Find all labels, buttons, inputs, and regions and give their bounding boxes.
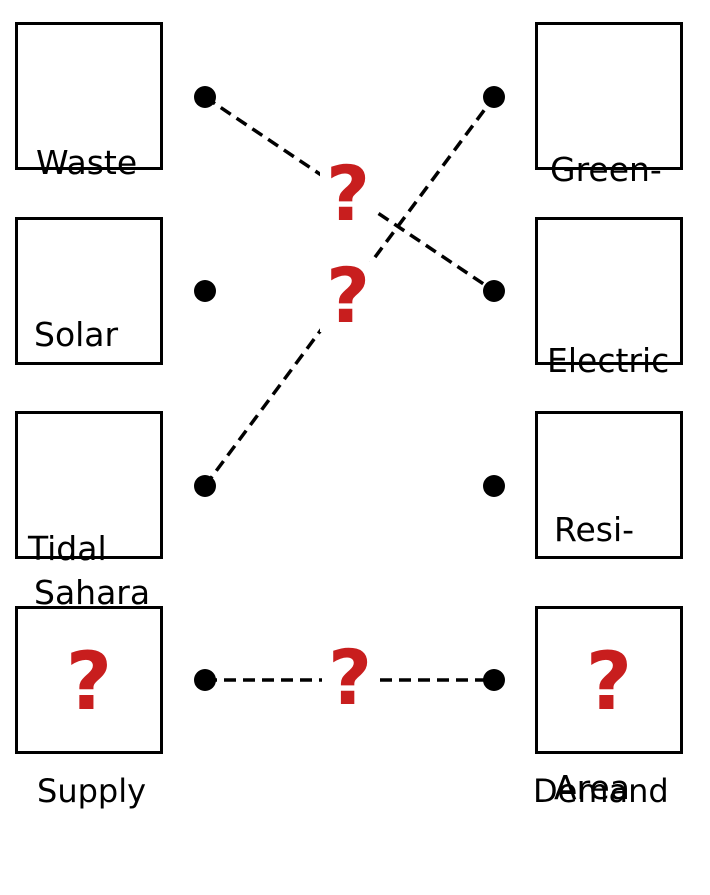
question-mark: ? bbox=[585, 635, 633, 728]
demand-box-greenhouses: Green- houses bbox=[535, 22, 683, 318]
supply-caption: Supply bbox=[37, 772, 147, 810]
demand-label-line: Electric bbox=[547, 341, 670, 380]
supply-box-tidal-energy: Tidal Energy bbox=[15, 411, 163, 697]
question-mark: ? bbox=[65, 635, 113, 728]
demand-dot bbox=[483, 475, 505, 497]
link-tidal-energy-to-greenhouses bbox=[203, 95, 496, 488]
supply-label-line: Tidal bbox=[28, 529, 107, 568]
demand-box-residential-area: Resi- dential Area bbox=[535, 411, 683, 807]
mark-gap bbox=[320, 160, 376, 226]
demand-box-electric-trains: Electric Trains bbox=[535, 217, 683, 509]
supply-box-unknown: ? bbox=[15, 606, 163, 754]
supply-box-solar-farm-sahara: Solar Farm Sahara bbox=[15, 217, 163, 612]
supply-dot bbox=[194, 86, 216, 108]
supply-label-line: Waste bbox=[36, 143, 138, 182]
demand-dot bbox=[483, 280, 505, 302]
supply-box-waste-heat: Waste heat bbox=[15, 22, 163, 311]
supply-dot bbox=[194, 669, 216, 691]
connection-diagram bbox=[194, 86, 505, 691]
supply-label-line: Solar bbox=[34, 315, 119, 354]
demand-caption: Demand bbox=[533, 772, 669, 810]
demand-label-line: Area bbox=[554, 768, 630, 807]
demand-dot bbox=[483, 86, 505, 108]
mark-gap bbox=[320, 262, 376, 332]
supply-dot bbox=[194, 280, 216, 302]
link-question-mark: ? bbox=[325, 251, 371, 340]
supply-label-line: Sahara bbox=[34, 573, 151, 612]
link-question-mark: ? bbox=[325, 149, 371, 238]
demand-box-unknown: ? bbox=[535, 606, 683, 754]
demand-label-line: Green- bbox=[550, 150, 662, 189]
demand-dot bbox=[483, 669, 505, 691]
demand-label-line: Resi- bbox=[554, 510, 635, 549]
supply-dot bbox=[194, 475, 216, 497]
link-question-mark: ? bbox=[327, 633, 373, 722]
